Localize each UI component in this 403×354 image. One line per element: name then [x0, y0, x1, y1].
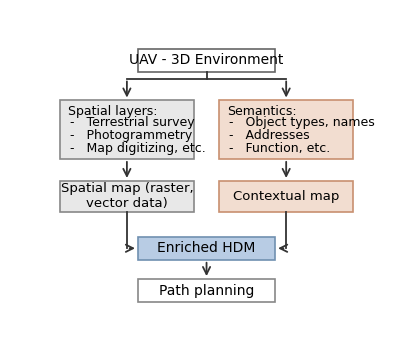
FancyBboxPatch shape	[138, 48, 275, 72]
FancyBboxPatch shape	[138, 237, 275, 260]
FancyBboxPatch shape	[60, 101, 194, 159]
FancyBboxPatch shape	[60, 181, 194, 212]
Text: -   Terrestrial survey: - Terrestrial survey	[70, 116, 195, 129]
Text: Path planning: Path planning	[159, 284, 254, 297]
Text: -   Photogrammetry: - Photogrammetry	[70, 129, 192, 142]
Text: Contextual map: Contextual map	[233, 190, 339, 203]
Text: Semantics:: Semantics:	[227, 105, 297, 118]
Text: Spatial layers:: Spatial layers:	[68, 105, 157, 118]
Text: -   Function, etc.: - Function, etc.	[229, 142, 330, 155]
Text: Enriched HDM: Enriched HDM	[157, 241, 256, 255]
Text: -   Map digitizing, etc.: - Map digitizing, etc.	[70, 142, 206, 155]
FancyBboxPatch shape	[219, 101, 353, 159]
Text: -   Object types, names: - Object types, names	[229, 116, 375, 129]
FancyBboxPatch shape	[219, 181, 353, 212]
FancyBboxPatch shape	[138, 279, 275, 302]
Text: Spatial map (raster,
vector data): Spatial map (raster, vector data)	[60, 183, 193, 211]
Text: -   Addresses: - Addresses	[229, 129, 310, 142]
Text: UAV - 3D Environment: UAV - 3D Environment	[129, 53, 284, 67]
